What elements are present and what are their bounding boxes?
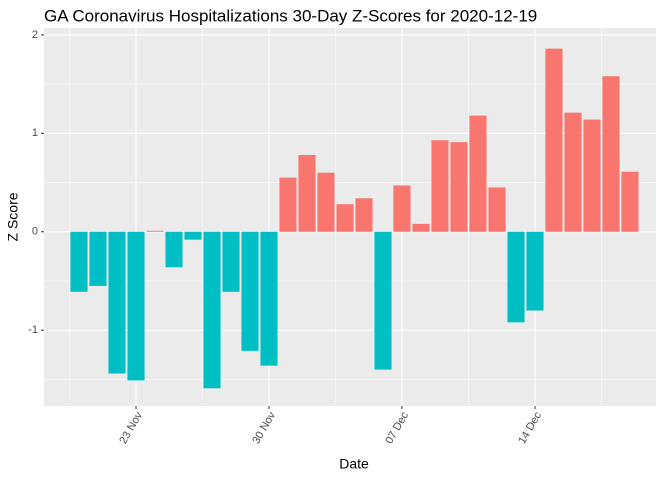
x-tick-label: 23 Nov [117, 410, 145, 447]
bar [393, 185, 411, 232]
bar [507, 231, 525, 323]
bar [203, 231, 221, 389]
bar [621, 171, 639, 232]
bar [127, 231, 145, 381]
bar [564, 112, 582, 232]
bar [89, 231, 107, 286]
bar [241, 231, 259, 351]
bar [70, 231, 88, 292]
bar [260, 231, 278, 366]
bar [184, 231, 202, 240]
bar [222, 231, 240, 292]
bar [336, 204, 354, 232]
y-axis-title: Z Score [5, 192, 21, 241]
x-tick-label: 30 Nov [250, 410, 278, 447]
y-tick-label: 0 [32, 226, 38, 238]
bar [279, 177, 297, 232]
x-axis-title: Date [339, 456, 369, 472]
bar [374, 231, 392, 370]
bar [431, 140, 449, 232]
bar [108, 231, 126, 374]
bar [469, 115, 487, 232]
x-tick-label: 14 Dec [516, 410, 544, 447]
chart-title: GA Coronavirus Hospitalizations 30-Day Z… [44, 6, 537, 25]
bar [317, 172, 335, 232]
bar [165, 231, 183, 268]
bar [146, 230, 164, 232]
bar [545, 48, 563, 232]
bar [355, 198, 373, 232]
bar [412, 223, 430, 232]
bar [298, 154, 316, 232]
y-tick-label: -1 [28, 324, 38, 336]
bar [450, 142, 468, 232]
bar [583, 119, 601, 232]
bar [526, 231, 544, 311]
bar [602, 76, 620, 232]
y-tick-label: 1 [32, 127, 38, 139]
x-tick-label: 07 Dec [383, 410, 411, 447]
y-tick-label: 2 [32, 29, 38, 41]
bar [488, 187, 506, 232]
